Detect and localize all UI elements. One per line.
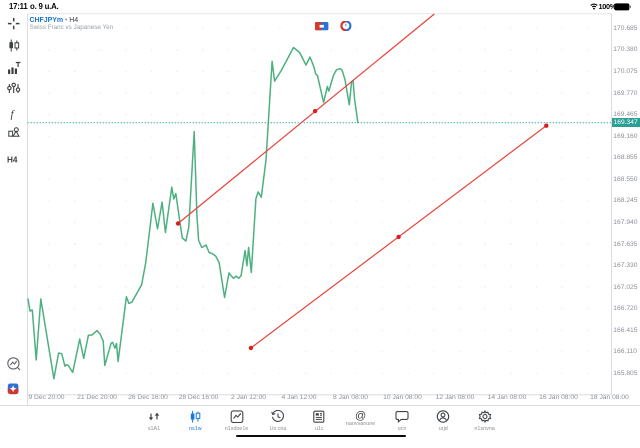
svg-text:f: f <box>11 109 16 121</box>
svg-text:H4: H4 <box>7 155 18 164</box>
